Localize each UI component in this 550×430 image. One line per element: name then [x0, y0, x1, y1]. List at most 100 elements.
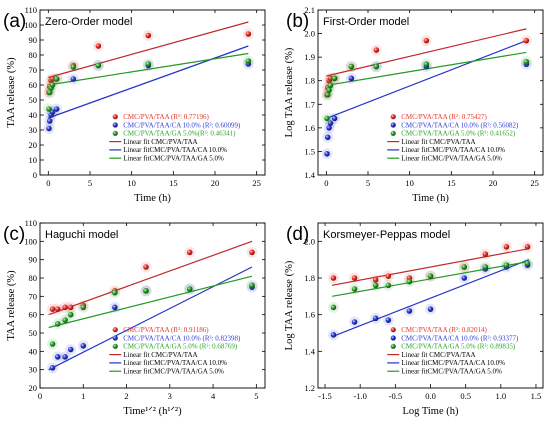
data-point	[326, 125, 332, 131]
y-tick-label: 30	[29, 125, 38, 135]
y-tick-label: 60	[29, 80, 38, 90]
y-tick-label: 90	[29, 35, 38, 45]
fit-line	[48, 275, 253, 329]
legend-entry: CMC/PVA/TAA/GA 5.0%(R²: 0.46341)	[123, 130, 236, 138]
data-point	[372, 315, 379, 322]
data-point	[49, 306, 56, 312]
panel-label: (a)	[3, 11, 26, 32]
legend-marker	[112, 130, 118, 136]
data-point	[49, 82, 56, 88]
data-point	[46, 89, 53, 96]
data-point	[186, 286, 193, 292]
legend-entry: CMC/PVA/TAA (R²: 0.75427)	[401, 113, 487, 121]
y-tick-label: 1.8	[304, 76, 315, 86]
chart-title: Haguchi model	[45, 229, 118, 241]
fit-line	[326, 40, 527, 119]
y-tick-label: 110	[25, 218, 37, 228]
x-tick-label: 5	[254, 391, 258, 401]
y-tick-label: 50	[29, 328, 38, 338]
legend-entry: Linear fitCMC/PVA/TAA/GA 5.0%	[401, 155, 502, 163]
data-point	[351, 319, 358, 325]
y-tick-label: 0	[33, 170, 37, 180]
data-point	[327, 82, 334, 89]
data-point	[49, 365, 56, 371]
legend-marker	[390, 114, 396, 120]
x-tick-label: 10	[127, 178, 136, 188]
y-tick-label: 110	[25, 5, 37, 15]
legend-marker	[112, 114, 118, 120]
legend-entry: CMC/PVA/TAA (R²: 0.82014)	[401, 326, 487, 334]
legend-marker	[112, 335, 118, 341]
data-point	[385, 282, 392, 289]
data-point	[245, 31, 252, 37]
legend-entry: CMC/PVA/TAA/CA 10.0% (R²: 0.56082)	[401, 121, 519, 129]
x-tick-label: 3	[168, 391, 172, 401]
legend-entry: CMC/PVA/TAA/CA 10.0% (R²: 0.60099)	[123, 121, 241, 129]
data-point	[331, 115, 338, 122]
y-tick-label: 80	[29, 50, 38, 60]
legend-entry: Linear fit CMC/PVA/TAA	[401, 351, 475, 359]
data-point	[330, 275, 337, 281]
legend-marker	[390, 327, 396, 333]
data-point	[324, 134, 331, 141]
fit-line	[48, 45, 249, 119]
legend-entry: Linear fitCMC/PVA/TAA/GA 5.0%	[401, 368, 502, 376]
data-point	[524, 260, 531, 267]
y-tick-label: 80	[29, 273, 38, 283]
x-tick-label: 0	[324, 178, 328, 188]
data-point	[406, 308, 413, 314]
x-axis-label: Log Time (h)	[402, 406, 459, 417]
data-point	[524, 244, 531, 250]
y-tick-label: 1.6	[304, 310, 315, 320]
fit-line	[331, 248, 530, 286]
x-tick-label: 15	[169, 178, 178, 188]
y-tick-label: 70	[29, 291, 38, 301]
legend-marker	[390, 343, 396, 349]
x-tick-label: -1.0	[353, 391, 366, 401]
data-point	[373, 63, 380, 70]
legend-marker	[112, 122, 118, 128]
data-point	[54, 354, 61, 360]
data-point	[67, 311, 74, 318]
legend-entry: CMC/PVA/TAA/GA 5.0% (R²: 0.41652)	[401, 130, 516, 138]
y-tick-label: 2.0	[304, 236, 315, 246]
x-tick-label: -1.5	[318, 391, 331, 401]
data-point	[46, 125, 52, 132]
data-point	[70, 76, 77, 82]
data-point	[80, 304, 87, 311]
data-point	[385, 317, 392, 323]
x-tick-label: 2	[124, 391, 128, 401]
data-point	[49, 76, 56, 82]
x-tick-label: 4	[211, 391, 216, 401]
y-axis-label: Log TAA release (%)	[284, 260, 295, 350]
chart-title: Zero-Order model	[45, 16, 132, 28]
x-tick-label: 20	[211, 178, 220, 188]
y-tick-label: 1.6	[304, 123, 315, 133]
data-point	[348, 63, 355, 70]
data-point	[482, 251, 489, 257]
data-point	[482, 264, 489, 270]
y-tick-label: 1.5	[304, 146, 315, 156]
legend-entry: Linear fitCMC/PVA/TAA/CA 10.0%	[401, 359, 505, 367]
data-point	[245, 58, 252, 64]
y-tick-label: 1.4	[304, 170, 315, 180]
data-point	[49, 341, 56, 347]
y-tick-label: 90	[29, 255, 38, 265]
fit-line	[48, 240, 253, 316]
y-tick-label: 50	[29, 95, 38, 105]
y-tick-label: 100	[24, 20, 37, 30]
x-tick-label: 0	[46, 178, 50, 188]
data-point	[186, 249, 193, 256]
x-tick-label: 0.5	[460, 391, 471, 401]
data-point	[67, 346, 74, 353]
y-tick-label: 2.1	[304, 5, 315, 15]
x-tick-label: 15	[447, 178, 456, 188]
legend-entry: CMC/PVA/TAA/GA 5.0% (R²: 0.68769)	[123, 343, 238, 351]
data-point	[330, 304, 337, 311]
data-point	[406, 278, 413, 285]
data-point	[523, 59, 530, 65]
fit-line	[48, 52, 249, 86]
y-tick-label: 30	[29, 365, 38, 375]
y-tick-label: 40	[29, 110, 38, 120]
data-point	[145, 32, 152, 39]
